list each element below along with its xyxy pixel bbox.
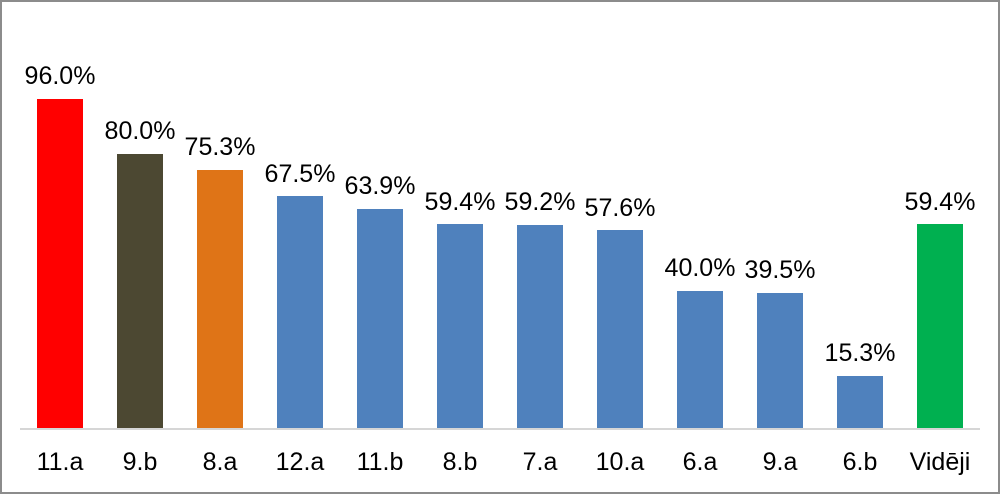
bar-value-label: 15.3% [824,339,896,368]
bar [677,290,723,428]
category-label: 8.a [202,447,238,476]
category-label: 11.a [36,447,84,476]
category-label: 9.b [122,447,158,476]
bar [517,224,563,428]
category-label: 7.a [522,447,558,476]
bar-value-label: 63.9% [344,172,416,201]
bar-value-label: 59.4% [424,187,496,216]
bar-column: 80.0% [100,118,180,428]
bar [117,153,163,428]
bar-value-label: 59.4% [904,187,976,216]
category-label: Vidēji [909,447,971,476]
bar [837,375,883,428]
bar-column: 39.5% [740,257,820,428]
bar [37,98,83,428]
bar [357,208,403,428]
bar-value-label: 67.5% [264,159,336,188]
bar-column: 40.0% [660,255,740,428]
bar-value-label: 75.3% [184,133,256,162]
category-axis: 11.a 9.b 8.a 12.a 11.b 8.b 7.a 10.a 6.a 9.a 6.b Vid… [20,432,980,492]
category-label: 12.a [275,447,325,476]
bar-value-label: 96.0% [24,62,96,91]
bar-column: 96.0% [20,63,100,428]
bar-column: 15.3% [820,340,900,428]
bar-column: 57.6% [580,193,660,428]
bar-value-label: 80.0% [104,117,176,146]
plot-area: 96.0% 80.0% 75.3% 67.5% 63.9% 59.4% 59.2% 57.6%… [20,2,980,430]
bar [757,292,803,428]
category-label: 9.a [762,447,798,476]
category-label: 11.b [356,447,404,476]
category-label: 6.a [682,447,718,476]
bar-column: 59.2% [500,189,580,428]
bar-column: 75.3% [180,134,260,428]
bar [597,230,643,428]
bar [437,224,483,428]
bar [917,224,963,428]
bar-value-label: 39.5% [744,256,816,285]
bar-value-label: 57.6% [584,193,656,222]
bar-column: 67.5% [260,159,340,428]
bar-value-label: 40.0% [664,254,736,283]
category-label: 10.a [595,447,645,476]
bar-column: 59.4% [900,187,980,428]
bar [277,196,323,428]
bar-value-label: 59.2% [504,188,576,217]
category-label: 8.b [442,447,478,476]
bar-column: 59.4% [420,187,500,428]
bar [197,169,243,428]
bar-column: 63.9% [340,173,420,428]
category-label: 6.b [842,447,878,476]
